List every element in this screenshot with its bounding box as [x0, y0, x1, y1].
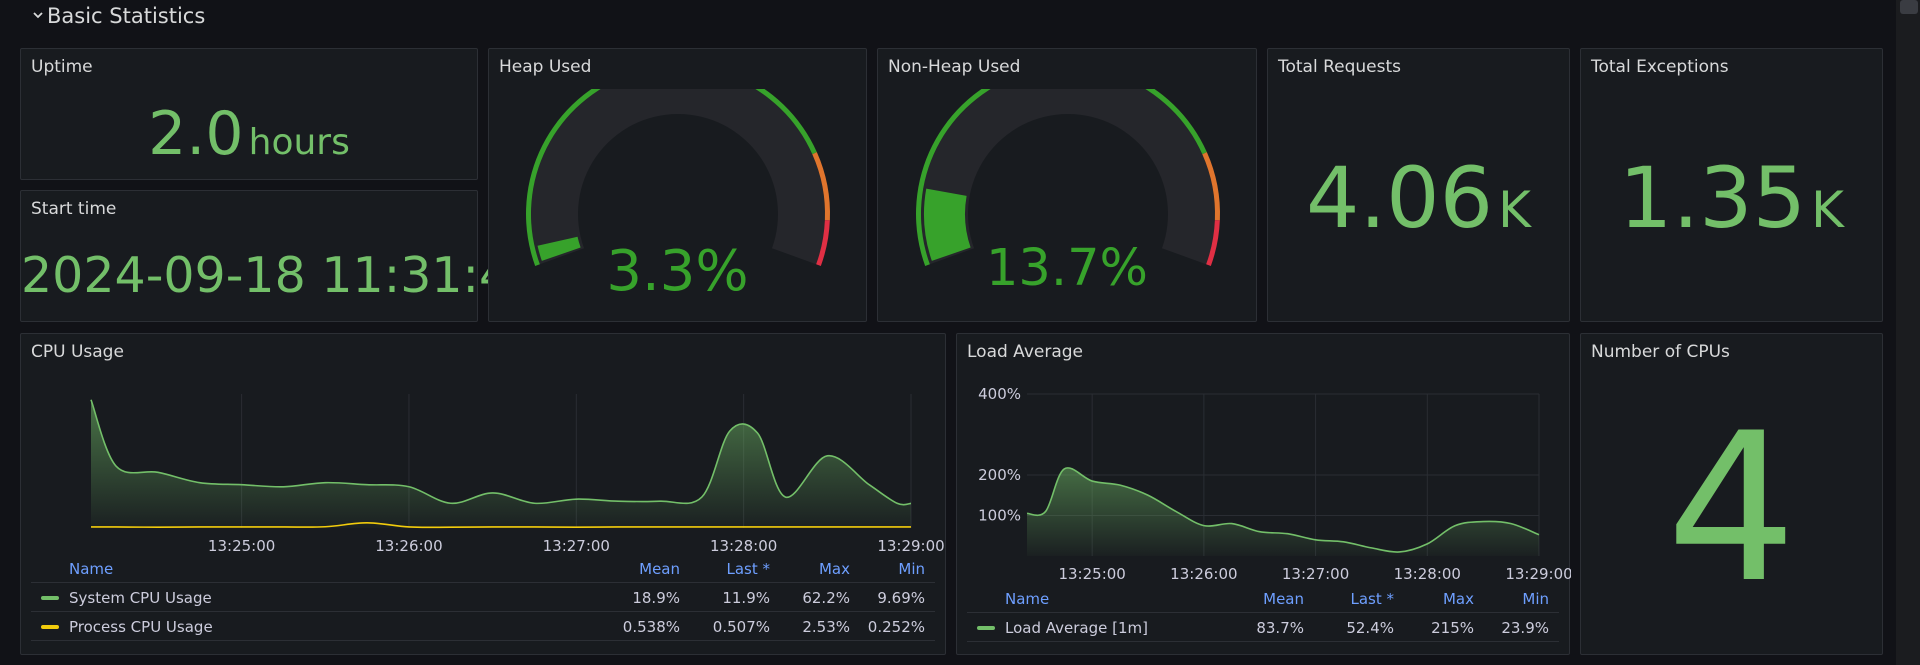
requests-stat: 4.06 K [1268, 149, 1569, 247]
x-tick-label: 13:25:00 [208, 537, 275, 555]
scrollbar[interactable] [1896, 0, 1920, 665]
panel-title: Start time [31, 199, 117, 219]
heap-gauge [526, 89, 830, 266]
requests-panel[interactable]: Total Requests 4.06 K [1267, 48, 1570, 322]
y-tick-label: 400% [978, 385, 1021, 403]
cpu-usage-panel[interactable]: CPU Usage 13:25:00 13:26:00 13:27:00 13:28:… [20, 333, 946, 655]
gauge-track [531, 89, 825, 265]
gauge-track [921, 89, 1215, 265]
series-mean: 18.9% [632, 589, 680, 607]
panel-title: Heap Used [499, 57, 592, 77]
legend-row[interactable]: System CPU Usage 18.9% 11.9% 62.2% 9.69% [31, 583, 935, 612]
row-title[interactable]: Basic Statistics [47, 4, 206, 28]
legend-header-name[interactable]: Name [69, 560, 114, 578]
series-max: 215% [1431, 619, 1474, 637]
nonheap-panel[interactable]: Non-Heap Used 13.7% [877, 48, 1257, 322]
x-tick-label: 13:28:00 [1394, 565, 1461, 583]
legend-row[interactable]: Load Average [1m] 83.7% 52.4% 215% 23.9% [967, 613, 1559, 642]
legend-header-last[interactable]: Last * [726, 560, 770, 578]
series-max: 62.2% [802, 589, 850, 607]
series-min: 0.252% [867, 618, 925, 636]
series-last: 11.9% [722, 589, 770, 607]
panel-title: Non-Heap Used [888, 57, 1021, 77]
panel-title: Uptime [31, 57, 93, 77]
uptime-unit: hours [248, 122, 350, 163]
exceptions-unit: K [1811, 181, 1844, 239]
series-name[interactable]: System CPU Usage [69, 589, 212, 607]
heap-value: 3.3% [606, 239, 749, 304]
series-max: 2.53% [802, 618, 850, 636]
cpus-value: 4 [1666, 390, 1797, 628]
requests-unit: K [1498, 181, 1531, 239]
uptime-value: 2.0 [148, 99, 244, 169]
legend-header: Name Mean Last * Max Min [967, 584, 1559, 613]
series-swatch [977, 626, 995, 630]
legend-header-mean[interactable]: Mean [639, 560, 680, 578]
series-min: 9.69% [877, 589, 925, 607]
series-last: 52.4% [1346, 619, 1394, 637]
legend-header: Name Mean Last * Max Min [31, 554, 935, 583]
legend-header-last[interactable]: Last * [1350, 590, 1394, 608]
x-tick-label: 13:28:00 [710, 537, 777, 555]
legend-header-mean[interactable]: Mean [1263, 590, 1304, 608]
series-name[interactable]: Load Average [1m] [1005, 619, 1148, 637]
legend-header-name[interactable]: Name [1005, 590, 1050, 608]
series-line [90, 399, 912, 506]
scrollbar-thumb[interactable] [1900, 0, 1918, 14]
exceptions-stat: 1.35 K [1581, 149, 1882, 247]
legend-header-min[interactable]: Min [898, 560, 925, 578]
series-area [91, 399, 911, 528]
panel-title: Total Requests [1278, 57, 1402, 77]
exceptions-panel[interactable]: Total Exceptions 1.35 K [1580, 48, 1883, 322]
y-tick-label: 100% [978, 507, 1021, 525]
x-tick-label: 13:26:00 [375, 537, 442, 555]
series-swatch [41, 625, 59, 629]
load-average-panel[interactable]: Load Average 13:25:00 13:26:00 13:27:00 13:… [956, 333, 1571, 655]
uptime-panel[interactable]: Uptime 2.0 hours [20, 48, 478, 180]
series-mean: 0.538% [622, 618, 680, 636]
legend-header-max[interactable]: Max [1442, 590, 1474, 608]
gauge-threshold-red [1206, 220, 1220, 266]
panel-title: Number of CPUs [1591, 342, 1730, 362]
legend-row[interactable]: Process CPU Usage 0.538% 0.507% 2.53% 0.… [31, 612, 935, 641]
x-tick-label: 13:27:00 [543, 537, 610, 555]
panel-title: Load Average [967, 342, 1083, 362]
x-tick-label: 13:29:00 [1505, 565, 1571, 583]
series-mean: 83.7% [1256, 619, 1304, 637]
chevron-down-icon[interactable] [31, 8, 45, 22]
start-time-panel[interactable]: Start time 2024-09-18 11:31:41 [20, 190, 542, 322]
x-tick-label: 13:27:00 [1282, 565, 1349, 583]
gauge-value-arc [924, 188, 971, 261]
legend-header-min[interactable]: Min [1522, 590, 1549, 608]
nonheap-value: 13.7% [985, 239, 1148, 298]
panel-title: Total Exceptions [1591, 57, 1729, 77]
x-tick-label: 13:25:00 [1058, 565, 1125, 583]
nonheap-gauge [916, 89, 1220, 266]
gauge-threshold-orange [1202, 152, 1220, 221]
x-tick-label: 13:29:00 [877, 537, 944, 555]
gauge-value-arc [537, 236, 581, 261]
cpus-panel[interactable]: Number of CPUs 4 [1580, 333, 1883, 655]
series-area [1027, 467, 1539, 556]
exceptions-value: 1.35 [1619, 149, 1807, 247]
y-tick-label: 200% [978, 466, 1021, 484]
cpu-usage-chart[interactable]: 13:25:00 13:26:00 13:27:00 13:28:00 13:29:00 [21, 334, 947, 559]
gauge-threshold-red [816, 220, 830, 266]
heap-panel[interactable]: Heap Used 3.3% [488, 48, 867, 322]
series-last: 0.507% [712, 618, 770, 636]
series-name[interactable]: Process CPU Usage [69, 618, 213, 636]
series-swatch [41, 596, 59, 600]
series-min: 23.9% [1501, 619, 1549, 637]
requests-value: 4.06 [1306, 149, 1494, 247]
load-average-chart[interactable]: 13:25:00 13:26:00 13:27:00 13:28:00 13:29:00… [957, 334, 1571, 592]
uptime-stat: 2.0 hours [21, 99, 477, 169]
panel-title: CPU Usage [31, 342, 124, 362]
x-tick-label: 13:26:00 [1170, 565, 1237, 583]
gauge-threshold-orange [812, 152, 830, 221]
series-line [1026, 467, 1540, 553]
start-time-value: 2024-09-18 11:31:41 [21, 247, 542, 304]
legend-header-max[interactable]: Max [818, 560, 850, 578]
